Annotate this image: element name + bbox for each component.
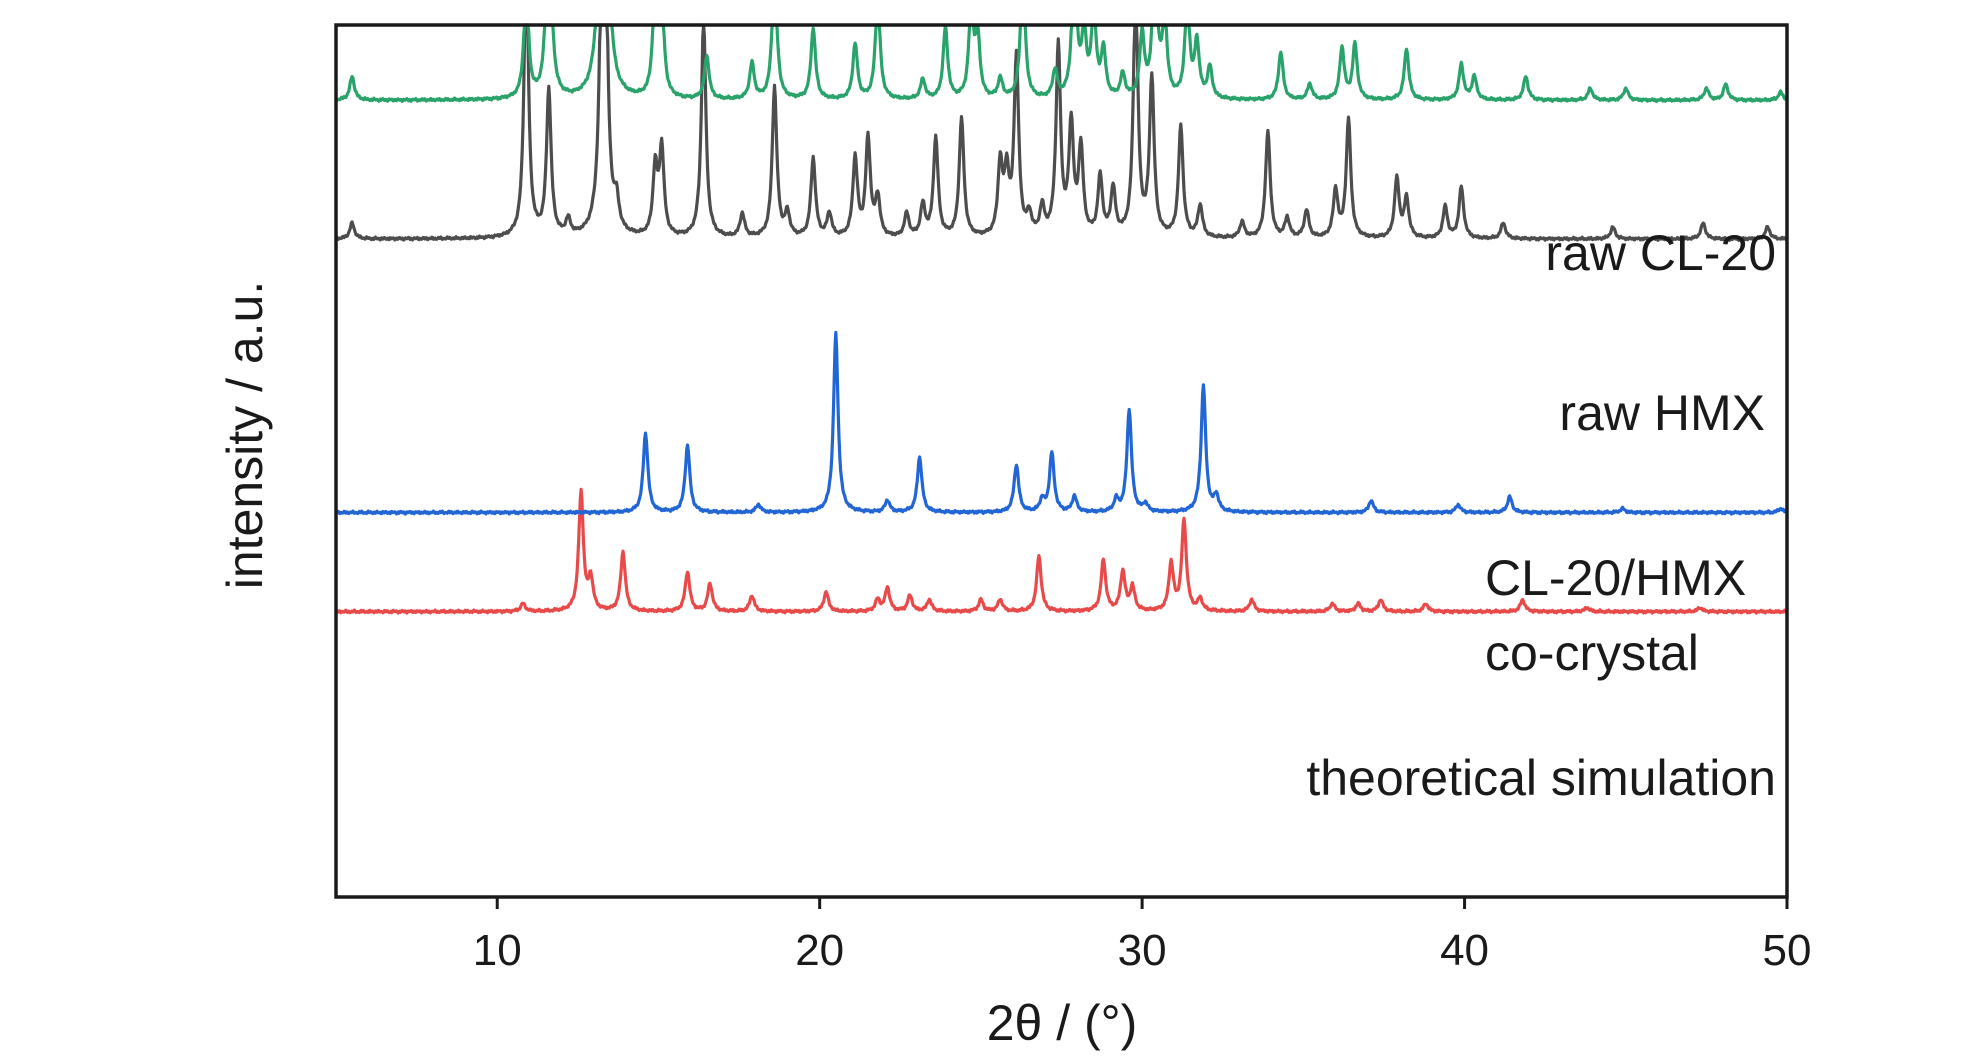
x-tick-label-10: 10 (473, 926, 522, 975)
series-label-raw-hmx-line-1: raw HMX (1559, 385, 1765, 441)
series-line-cl-20-hmx-co-crystal (334, 23, 1788, 242)
series-line-raw-cl-20 (334, 487, 1789, 615)
x-tick-label-40: 40 (1440, 926, 1489, 975)
x-axis-title: 2θ / (°) (987, 995, 1138, 1051)
x-tick-label-30: 30 (1118, 926, 1167, 975)
x-tick-label-20: 20 (795, 926, 844, 975)
series-label-cl-20-hmx-co-crystal-line-1: CL-20/HMX (1485, 550, 1746, 606)
series-labels: raw CL-20 raw HMX CL-20/HMX co-crystal theor… (1306, 225, 1776, 806)
x-axis-ticks: 10 20 30 40 50 (473, 897, 1812, 975)
series-label-raw-cl-20-line-1: raw CL-20 (1545, 225, 1776, 281)
series-label-theoretical-simulation-line-1: theoretical simulation (1306, 750, 1776, 806)
series-label-cl-20-hmx-co-crystal-line-2: co-crystal (1485, 625, 1699, 681)
y-axis-title: intensity / a.u. (217, 281, 273, 590)
plot-frame (334, 23, 1789, 899)
x-tick-label-50: 50 (1763, 926, 1812, 975)
series-line-raw-hmx (334, 330, 1789, 516)
series-layer (334, 23, 1789, 615)
series-line-theoretical-simulation (334, 23, 1788, 104)
